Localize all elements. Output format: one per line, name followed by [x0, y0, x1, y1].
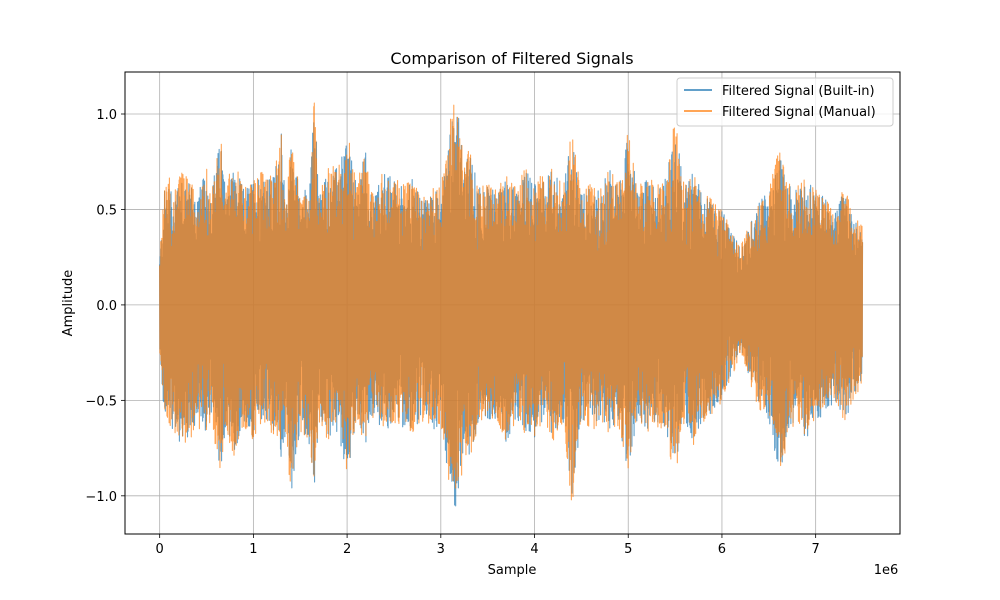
legend-label-built-in: Filtered Signal (Built-in)	[722, 84, 875, 99]
y-axis-ticks: −1.0 −0.5 0.0 0.5 1.0	[85, 108, 125, 505]
x-tick-label: 1	[249, 542, 257, 557]
x-tick-label: 5	[624, 542, 632, 557]
legend-label-manual: Filtered Signal (Manual)	[722, 105, 876, 120]
y-tick-label: 0.0	[96, 299, 117, 314]
y-tick-label: 0.5	[96, 203, 117, 218]
x-tick-label: 0	[156, 542, 164, 557]
series-line-manual	[159, 102, 864, 501]
x-axis-ticks: 0 1 2 3 4 5 6 7	[156, 534, 820, 557]
x-tick-label: 4	[530, 542, 538, 557]
y-tick-label: −1.0	[85, 490, 117, 505]
series-layer	[159, 102, 864, 507]
y-tick-label: 1.0	[96, 108, 117, 123]
x-tick-label: 2	[343, 542, 351, 557]
y-axis-label: Amplitude	[61, 270, 76, 337]
chart-title: Comparison of Filtered Signals	[390, 49, 633, 68]
plot-frame	[124, 71, 901, 535]
y-tick-label: −0.5	[85, 394, 117, 409]
x-tick-label: 7	[812, 542, 820, 557]
legend-box	[676, 77, 894, 127]
x-tick-label: 6	[718, 542, 726, 557]
x-axis-label: Sample	[488, 563, 537, 578]
x-axis-offset-label: 1e6	[874, 563, 899, 578]
x-tick-label: 3	[437, 542, 445, 557]
legend: Filtered Signal (Built-in) Filtered Sign…	[676, 77, 894, 127]
